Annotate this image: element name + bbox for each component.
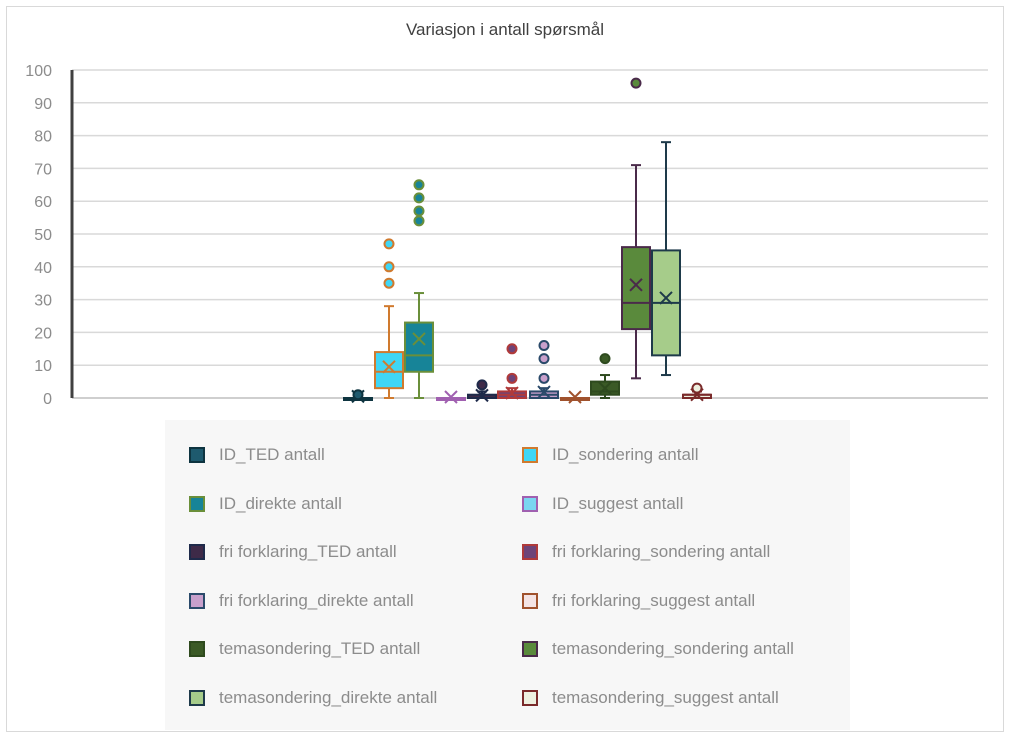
y-tick-label: 30 — [34, 293, 52, 310]
legend-label: temasondering_TED antall — [219, 639, 421, 658]
legend-swatch — [189, 592, 205, 609]
legend-swatch — [522, 544, 538, 560]
outlier-point — [630, 77, 642, 89]
legend-item: ID_TED antall — [189, 444, 325, 466]
y-tick-label: 50 — [34, 227, 52, 244]
legend-item: fri forklaring_sondering antall — [522, 541, 770, 563]
y-tick-label: 40 — [34, 260, 52, 277]
legend-item: fri forklaring_suggest antall — [522, 590, 755, 612]
legend-label: fri forklaring_sondering antall — [552, 542, 771, 561]
y-tick-label: 10 — [34, 358, 52, 375]
legend-swatch — [189, 544, 205, 560]
mean-marker — [382, 360, 396, 374]
legend-label: temasondering_suggest antall — [552, 687, 779, 707]
outlier-point — [383, 238, 395, 250]
legend-swatch — [522, 495, 538, 512]
chart-plot: 0 10 20 30 40 50 60 70 80 90 100 — [25, 63, 988, 408]
outlier-point — [538, 353, 550, 365]
y-tick-label: 70 — [34, 161, 52, 178]
legend-item: fri forklaring_direkte antall — [189, 590, 414, 612]
legend-swatch — [522, 689, 538, 706]
chart-title: Variasjon i antall spørsmål — [405, 20, 605, 39]
legend-label: ID_direkte antall — [219, 493, 342, 513]
legend-label: fri forklaring_suggest antall — [552, 590, 756, 610]
outlier-point — [383, 277, 395, 289]
legend-label: ID_TED antall — [219, 445, 325, 464]
legend-item: temasondering_direkte antall — [189, 687, 437, 709]
outlier-point — [538, 372, 550, 384]
legend-item: fri forklaring_TED antall — [189, 541, 397, 563]
mean-marker — [444, 390, 458, 404]
outlier-point — [413, 205, 425, 217]
mean-marker — [598, 381, 612, 395]
outlier-point — [352, 389, 364, 401]
legend-swatch — [522, 592, 538, 609]
box — [404, 321, 434, 373]
y-tick-label: 90 — [34, 96, 52, 113]
legend-item: temasondering_sondering antall — [522, 638, 794, 660]
mean-marker — [537, 385, 551, 399]
mean-marker — [505, 386, 519, 400]
legend-label: ID_sondering antall — [552, 445, 699, 464]
legend-swatch — [189, 447, 205, 463]
mean-marker — [412, 332, 426, 346]
y-tick-label: 0 — [43, 391, 52, 408]
y-tick-label: 100 — [25, 63, 52, 80]
legend-swatch — [189, 495, 205, 512]
outlier-point — [413, 215, 425, 227]
outlier-point — [413, 192, 425, 204]
legend-swatch — [189, 689, 205, 706]
mean-marker — [659, 291, 673, 305]
legend-swatch — [189, 641, 205, 657]
legend-item: temasondering_TED antall — [189, 638, 420, 660]
outlier-point — [413, 179, 425, 191]
legend-label: fri forklaring_direkte antall — [219, 590, 414, 610]
legend-item: ID_direkte antall — [189, 493, 342, 515]
legend-item: ID_sondering antall — [522, 444, 698, 466]
y-tick-label: 60 — [34, 194, 52, 211]
legend-swatch — [522, 447, 538, 463]
outlier-point — [383, 261, 395, 273]
legend-label: fri forklaring_TED antall — [219, 542, 397, 561]
legend-label: ID_suggest antall — [552, 493, 684, 513]
legend-label: temasondering_sondering antall — [552, 639, 794, 658]
legend-item: ID_suggest antall — [522, 493, 683, 515]
legend-item: temasondering_suggest antall — [522, 687, 779, 709]
outlier-point — [506, 343, 518, 355]
outlier-point — [476, 379, 488, 391]
legend-label: temasondering_direkte antall — [219, 687, 438, 707]
box — [374, 351, 404, 390]
legend: ID_TED antall ID_sondering antall ID_direk… — [165, 420, 850, 730]
outlier-point — [691, 382, 703, 394]
y-tick-label: 80 — [34, 129, 52, 146]
legend-swatch — [522, 641, 538, 657]
box — [621, 246, 651, 331]
outlier-point — [506, 372, 518, 384]
outlier-point — [538, 340, 550, 352]
mean-marker — [629, 278, 643, 292]
mean-marker — [568, 390, 582, 404]
y-tick-label: 20 — [34, 325, 52, 342]
outlier-point — [599, 353, 611, 365]
mean-marker — [475, 388, 489, 403]
